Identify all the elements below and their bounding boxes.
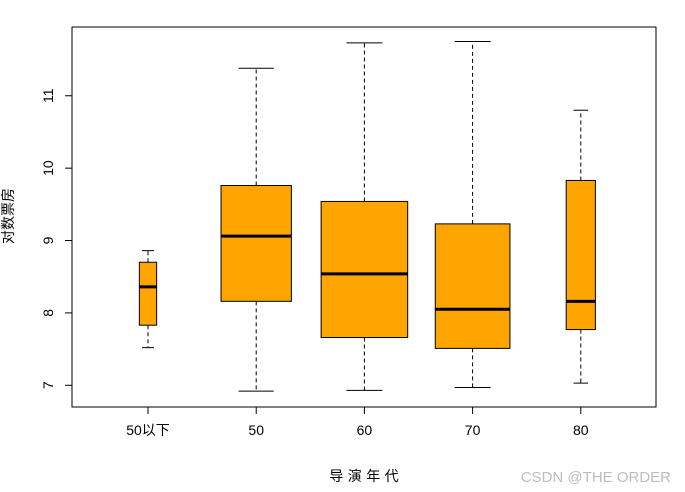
x-axis-title: 导 演 年 代 (329, 469, 398, 485)
x-tick-label: 60 (357, 422, 373, 438)
x-tick-label: 50以下 (126, 422, 170, 438)
y-tick-label: 7 (40, 381, 56, 389)
y-axis-title: 对数票房 (1, 188, 17, 244)
box-iqr-80 (565, 179, 596, 331)
box-iqr-50 (220, 185, 292, 302)
y-tick-label: 10 (40, 160, 56, 176)
plot-area: 7 8 9 10 11 50以下 50 60 70 80 (40, 26, 657, 438)
y-tick-label: 8 (40, 309, 56, 317)
box-iqr-60 (320, 200, 409, 339)
box-iqr-50以下 (138, 261, 158, 326)
box-iqr-70 (434, 223, 511, 349)
x-tick-label: 80 (573, 422, 589, 438)
y-tick-label: 9 (40, 236, 56, 244)
y-tick-label: 11 (40, 88, 56, 103)
watermark: CSDN @THE ORDER (520, 469, 671, 486)
x-tick-label: 70 (465, 422, 481, 438)
x-tick-label: 50 (248, 422, 264, 438)
